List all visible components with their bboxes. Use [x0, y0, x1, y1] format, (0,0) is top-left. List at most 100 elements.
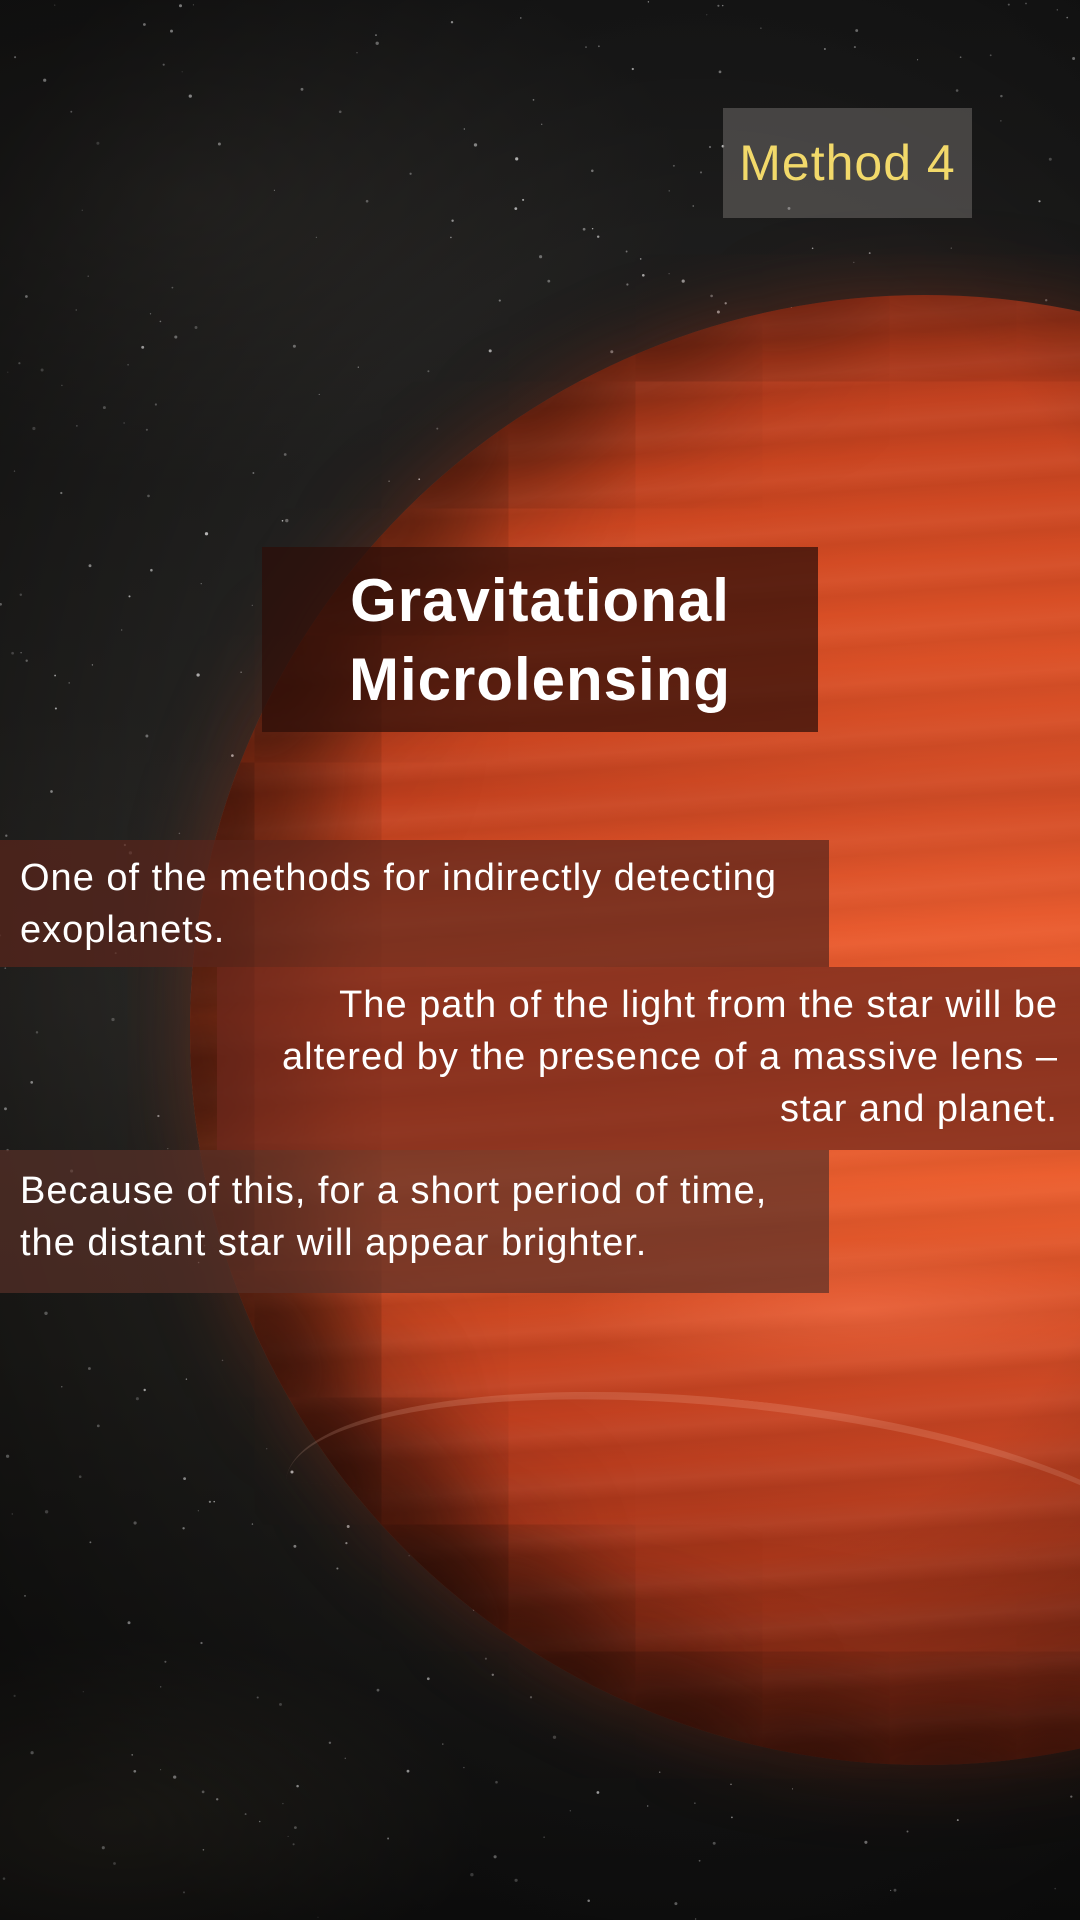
star-dot: [450, 21, 454, 24]
star-dot: [76, 425, 78, 427]
star-dot: [160, 1769, 162, 1771]
star-dot: [7, 371, 9, 373]
star-dot: [409, 172, 412, 175]
star-dot: [315, 236, 318, 239]
star-dot: [473, 143, 478, 147]
star-dot: [426, 1677, 430, 1681]
method-badge: Method 4: [723, 108, 972, 218]
star-dot: [1025, 2, 1027, 5]
star-dot: [89, 1541, 92, 1544]
star-dot: [721, 4, 724, 7]
star-dot: [14, 56, 17, 59]
method-label: Method 4: [739, 135, 956, 191]
star-dot: [208, 1500, 212, 1503]
star-dot: [357, 366, 359, 368]
star-dot: [281, 519, 284, 522]
title-box: Gravitational Microlensing: [262, 547, 818, 732]
star-dot: [853, 261, 855, 264]
star-dot: [708, 145, 712, 149]
star-dot: [345, 1542, 348, 1545]
star-dot: [587, 1899, 590, 1902]
star-dot: [258, 1820, 261, 1823]
star-dot: [955, 89, 959, 92]
star-dot: [387, 1837, 390, 1840]
star-dot: [514, 207, 518, 210]
star-dot: [35, 1031, 39, 1034]
star-dot: [25, 295, 28, 298]
star-dot: [50, 790, 53, 793]
star-dot: [532, 99, 535, 101]
star-dot: [178, 4, 183, 8]
star-dot: [731, 1816, 733, 1819]
star-dot: [40, 368, 44, 372]
star-dot: [181, 71, 183, 73]
star-dot: [194, 326, 198, 329]
star-dot: [1000, 120, 1002, 122]
star-dot: [231, 754, 234, 757]
star-dot: [135, 1397, 139, 1401]
star-dot: [811, 247, 814, 250]
star-dot: [200, 583, 202, 585]
star-dot: [160, 1686, 162, 1688]
star-dot: [5, 1454, 10, 1458]
star-dot: [60, 491, 63, 495]
star-dot: [484, 1657, 487, 1660]
star-dot: [147, 494, 150, 498]
star-dot: [202, 1849, 205, 1851]
star-dot: [408, 1555, 410, 1557]
star-dot: [149, 313, 152, 315]
star-dot: [543, 1836, 545, 1838]
star-dot: [273, 189, 275, 191]
star-dot: [598, 45, 600, 48]
star-dot: [522, 198, 525, 201]
star-dot: [698, 1859, 701, 1862]
star-dot: [296, 1784, 299, 1788]
star-dot: [78, 1475, 82, 1478]
star-dot: [791, 1788, 794, 1790]
star-dot: [96, 141, 100, 145]
star-dot: [893, 1888, 897, 1892]
star-dot: [717, 4, 720, 7]
star-dot: [127, 1621, 131, 1625]
star-dot: [25, 659, 28, 662]
star-dot: [197, 1510, 199, 1512]
star-dot: [694, 1802, 696, 1804]
star-dot: [266, 1448, 268, 1450]
star-dot: [591, 227, 594, 230]
star-dot: [488, 349, 492, 353]
star-dot: [252, 472, 255, 474]
star-dot: [182, 1527, 185, 1530]
star-dot: [162, 63, 165, 66]
star-dot: [131, 1754, 134, 1756]
star-dot: [178, 832, 181, 835]
star-dot: [585, 46, 587, 48]
star-dot: [173, 1775, 177, 1779]
star-dot: [591, 169, 594, 173]
star-dot: [54, 707, 57, 710]
star-dot: [672, 164, 675, 167]
star-dot: [87, 275, 89, 277]
star-dot: [427, 370, 430, 373]
star-dot: [375, 41, 379, 45]
star-dot: [1000, 94, 1003, 98]
star-dot: [906, 1830, 909, 1833]
star-dot: [150, 568, 153, 572]
star-dot: [143, 1388, 146, 1392]
slide-title: Gravitational Microlensing: [348, 566, 732, 713]
star-dot: [19, 593, 23, 597]
star-dot: [127, 363, 129, 366]
star-dot: [442, 1743, 444, 1745]
paragraph-1: One of the methods for indirectly detect…: [0, 840, 829, 967]
star-dot: [716, 310, 720, 314]
star-dot: [11, 1513, 14, 1515]
star-dot: [240, 671, 242, 674]
star-dot: [182, 1891, 186, 1894]
star-dot: [823, 48, 826, 50]
star-dot: [724, 302, 727, 305]
star-dot: [204, 532, 209, 536]
star-dot: [244, 1813, 247, 1816]
star-dot: [13, 470, 16, 472]
star-dot: [96, 1424, 100, 1428]
star-dot: [170, 29, 173, 33]
